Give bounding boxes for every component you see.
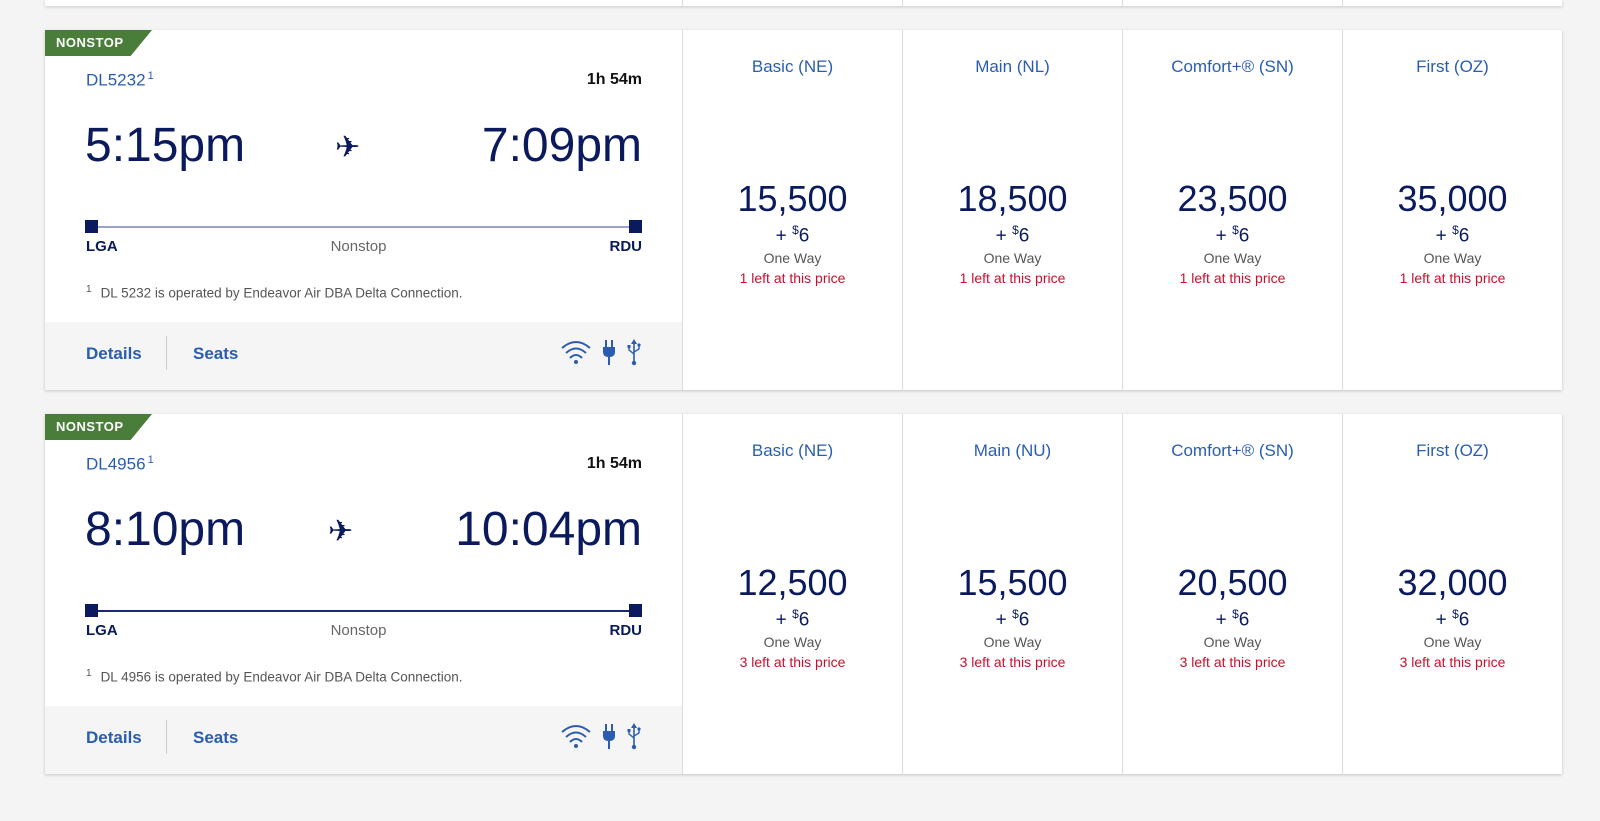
nonstop-badge: NONSTOP bbox=[45, 30, 152, 56]
stops-label: Nonstop bbox=[330, 238, 387, 255]
fare-class-name: Main (NU) bbox=[973, 441, 1052, 460]
departure-time: 8:10pm bbox=[85, 503, 246, 556]
fare-cell-first[interactable]: First (OZ) 35,000 + $6 One Way 1 left at… bbox=[1342, 30, 1562, 390]
fare-options: Basic (NE) 12,500 + $6 One Way 3 left at… bbox=[682, 414, 1562, 774]
power-outlet-icon bbox=[603, 724, 615, 749]
fare-tax: + $6 bbox=[1435, 223, 1470, 247]
fare-tax: + $6 bbox=[775, 223, 810, 247]
footnote-marker: 1 bbox=[147, 70, 154, 82]
trip-type: One Way bbox=[763, 634, 822, 650]
fare-miles: 35,000 bbox=[1397, 178, 1508, 219]
operator-footnote: 1 DL 5232 is operated by Endeavor Air DBA… bbox=[86, 284, 463, 301]
fare-cell-basic[interactable]: Basic (NE) 15,500 + $6 One Way 1 left at… bbox=[682, 30, 902, 390]
fare-miles: 32,000 bbox=[1397, 562, 1508, 603]
seats-button[interactable]: Seats bbox=[193, 728, 239, 747]
usb-icon bbox=[627, 723, 641, 750]
stops-label: Nonstop bbox=[330, 622, 387, 639]
flight-duration: 1h 54m bbox=[586, 71, 642, 88]
fare-miles: 15,500 bbox=[957, 562, 1068, 603]
fare-miles: 20,500 bbox=[1177, 562, 1288, 603]
plane-icon: ✈ bbox=[328, 515, 354, 548]
route-line bbox=[86, 226, 642, 228]
fare-cell-comfort-plus[interactable]: Comfort+® (SN) 23,500 + $6 One Way 1 lef… bbox=[1122, 30, 1342, 390]
details-button[interactable]: Details bbox=[86, 728, 142, 747]
trip-type: One Way bbox=[1203, 250, 1262, 266]
fare-miles: 23,500 bbox=[1177, 178, 1288, 219]
seats-remaining: 1 left at this price bbox=[1179, 270, 1286, 286]
fare-tax: + $6 bbox=[775, 607, 810, 631]
flight-number-link[interactable]: DL4956 1 bbox=[86, 454, 154, 474]
seats-remaining: 1 left at this price bbox=[959, 270, 1066, 286]
seats-remaining: 3 left at this price bbox=[1399, 654, 1506, 670]
fare-miles: 15,500 bbox=[737, 178, 848, 219]
flight-actions-bar: Details Seats bbox=[45, 322, 682, 390]
destination-airport: RDU bbox=[609, 622, 643, 639]
fare-cell-first[interactable]: First (OZ) 32,000 + $6 One Way 3 left at… bbox=[1342, 414, 1562, 774]
nonstop-badge: NONSTOP bbox=[45, 414, 152, 440]
divider bbox=[166, 720, 167, 754]
flight-summary: NONSTOP DL5232 1 1h 54m 5:15pm ✈ 7:09pm L… bbox=[45, 30, 682, 390]
flight-number-link[interactable]: DL5232 1 bbox=[86, 70, 154, 90]
flight-card: NONSTOP DL4956 1 1h 54m 8:10pm ✈ 10:04pm … bbox=[45, 414, 1562, 774]
fare-class-name: Basic (NE) bbox=[751, 57, 834, 76]
arrival-time: 7:09pm bbox=[481, 119, 642, 172]
trip-type: One Way bbox=[763, 250, 822, 266]
fare-class-name: Comfort+® (SN) bbox=[1171, 57, 1294, 76]
origin-marker bbox=[85, 604, 98, 617]
previous-flight-card-edge bbox=[45, 0, 1562, 6]
departure-time: 5:15pm bbox=[85, 119, 246, 172]
trip-type: One Way bbox=[983, 250, 1042, 266]
fare-cell-main[interactable]: Main (NL) 18,500 + $6 One Way 1 left at … bbox=[902, 30, 1122, 390]
trip-type: One Way bbox=[1203, 634, 1262, 650]
fare-class-name: First (OZ) bbox=[1416, 441, 1489, 460]
origin-airport: LGA bbox=[86, 238, 118, 255]
fare-miles: 18,500 bbox=[957, 178, 1068, 219]
seats-remaining: 3 left at this price bbox=[959, 654, 1066, 670]
destination-airport: RDU bbox=[609, 238, 643, 255]
operator-footnote: 1 DL 4956 is operated by Endeavor Air DBA… bbox=[86, 668, 463, 685]
wifi-icon bbox=[561, 725, 591, 748]
fare-class-name: Main (NL) bbox=[975, 57, 1050, 76]
flight-card: NONSTOP DL5232 1 1h 54m 5:15pm ✈ 7:09pm L… bbox=[45, 30, 1562, 390]
seats-remaining: 3 left at this price bbox=[739, 654, 846, 670]
details-button[interactable]: Details bbox=[86, 344, 142, 363]
usb-icon bbox=[627, 339, 641, 366]
fare-cell-comfort-plus[interactable]: Comfort+® (SN) 20,500 + $6 One Way 3 lef… bbox=[1122, 414, 1342, 774]
fare-tax: + $6 bbox=[995, 607, 1030, 631]
fare-cell-main[interactable]: Main (NU) 15,500 + $6 One Way 3 left at … bbox=[902, 414, 1122, 774]
route-line bbox=[86, 610, 642, 612]
trip-type: One Way bbox=[1423, 250, 1482, 266]
fare-tax: + $6 bbox=[1215, 607, 1250, 631]
wifi-icon bbox=[561, 341, 591, 364]
fare-miles: 12,500 bbox=[737, 562, 848, 603]
fare-tax: + $6 bbox=[1435, 607, 1470, 631]
flight-actions-bar: Details Seats bbox=[45, 706, 682, 774]
origin-marker bbox=[85, 220, 98, 233]
divider bbox=[166, 336, 167, 370]
arrival-time: 10:04pm bbox=[455, 503, 642, 556]
flight-duration: 1h 54m bbox=[586, 455, 642, 472]
trip-type: One Way bbox=[983, 634, 1042, 650]
destination-marker bbox=[629, 220, 642, 233]
seats-remaining: 1 left at this price bbox=[739, 270, 846, 286]
seats-button[interactable]: Seats bbox=[193, 344, 239, 363]
power-outlet-icon bbox=[603, 340, 615, 365]
trip-type: One Way bbox=[1423, 634, 1482, 650]
fare-tax: + $6 bbox=[1215, 223, 1250, 247]
seats-remaining: 3 left at this price bbox=[1179, 654, 1286, 670]
fare-class-name: Comfort+® (SN) bbox=[1171, 441, 1294, 460]
footnote-marker: 1 bbox=[147, 454, 154, 466]
fare-class-name: Basic (NE) bbox=[751, 441, 834, 460]
fare-tax: + $6 bbox=[995, 223, 1030, 247]
fare-options: Basic (NE) 15,500 + $6 One Way 1 left at… bbox=[682, 30, 1562, 390]
fare-cell-basic[interactable]: Basic (NE) 12,500 + $6 One Way 3 left at… bbox=[682, 414, 902, 774]
destination-marker bbox=[629, 604, 642, 617]
origin-airport: LGA bbox=[86, 622, 118, 639]
plane-icon: ✈ bbox=[335, 131, 361, 164]
flight-summary: NONSTOP DL4956 1 1h 54m 8:10pm ✈ 10:04pm … bbox=[45, 414, 682, 774]
fare-class-name: First (OZ) bbox=[1416, 57, 1489, 76]
seats-remaining: 1 left at this price bbox=[1399, 270, 1506, 286]
